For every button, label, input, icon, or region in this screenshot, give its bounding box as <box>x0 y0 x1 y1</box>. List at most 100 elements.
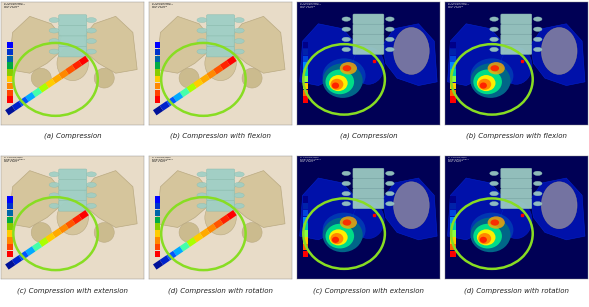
Ellipse shape <box>534 202 542 206</box>
Ellipse shape <box>534 47 542 52</box>
Bar <box>451 69 456 76</box>
Bar <box>7 56 12 62</box>
Bar <box>303 69 308 76</box>
Ellipse shape <box>57 46 88 81</box>
Ellipse shape <box>94 223 114 242</box>
Ellipse shape <box>330 79 343 90</box>
Ellipse shape <box>534 171 542 176</box>
Ellipse shape <box>234 193 244 198</box>
Ellipse shape <box>342 171 350 176</box>
Bar <box>303 76 308 83</box>
Ellipse shape <box>329 75 348 91</box>
Polygon shape <box>232 171 285 227</box>
Ellipse shape <box>488 62 505 74</box>
FancyBboxPatch shape <box>501 34 532 44</box>
Ellipse shape <box>386 192 394 196</box>
Ellipse shape <box>323 218 363 252</box>
Bar <box>155 196 160 203</box>
Bar <box>303 237 308 243</box>
Text: S: Compression
Equivalent Stress
Max: 65 MPa
Min: 0 MPa: S: Compression Equivalent Stress Max: 65… <box>152 157 173 162</box>
Ellipse shape <box>471 58 514 93</box>
Ellipse shape <box>480 83 487 89</box>
Ellipse shape <box>87 49 97 54</box>
Text: (a) Compression: (a) Compression <box>44 133 101 139</box>
Ellipse shape <box>541 28 577 74</box>
Bar <box>303 196 308 203</box>
Bar <box>155 244 160 250</box>
Bar <box>451 217 456 223</box>
Ellipse shape <box>49 49 59 54</box>
Ellipse shape <box>386 17 394 21</box>
Ellipse shape <box>87 39 97 44</box>
Bar <box>155 62 160 69</box>
Ellipse shape <box>326 69 354 94</box>
FancyBboxPatch shape <box>353 34 384 44</box>
Ellipse shape <box>197 172 207 177</box>
Bar <box>451 90 456 96</box>
Ellipse shape <box>87 172 97 177</box>
Bar <box>303 210 308 216</box>
Bar <box>303 244 308 250</box>
Bar <box>7 230 12 237</box>
Bar <box>451 196 456 203</box>
Bar <box>303 223 308 230</box>
Polygon shape <box>232 16 285 73</box>
Bar <box>303 203 308 209</box>
Ellipse shape <box>534 17 542 21</box>
Polygon shape <box>8 16 61 73</box>
Bar <box>155 217 160 223</box>
FancyBboxPatch shape <box>207 200 234 211</box>
Ellipse shape <box>197 203 207 208</box>
Ellipse shape <box>471 213 514 247</box>
Ellipse shape <box>323 213 366 247</box>
Ellipse shape <box>342 47 350 52</box>
Bar <box>155 49 160 55</box>
FancyBboxPatch shape <box>207 190 234 201</box>
Polygon shape <box>8 171 61 227</box>
FancyBboxPatch shape <box>59 46 87 57</box>
Ellipse shape <box>234 17 244 22</box>
Bar <box>451 251 456 257</box>
Ellipse shape <box>197 49 207 54</box>
Ellipse shape <box>234 49 244 54</box>
Ellipse shape <box>393 182 429 229</box>
Bar <box>7 69 12 76</box>
Text: (b) Compression with flexion: (b) Compression with flexion <box>466 133 567 139</box>
Ellipse shape <box>179 68 199 88</box>
Text: S: Compression
Equivalent Stress
Max: 65 MPa
Min: 0 MPa: S: Compression Equivalent Stress Max: 65… <box>300 157 320 162</box>
Ellipse shape <box>353 47 384 84</box>
Bar <box>451 244 456 250</box>
Ellipse shape <box>205 200 236 235</box>
Bar <box>231 58 234 61</box>
Ellipse shape <box>488 216 505 229</box>
Ellipse shape <box>332 237 339 243</box>
FancyBboxPatch shape <box>207 46 234 57</box>
Bar <box>7 49 12 55</box>
Ellipse shape <box>342 37 350 41</box>
Ellipse shape <box>534 192 542 196</box>
FancyBboxPatch shape <box>59 25 87 36</box>
Bar <box>451 49 456 55</box>
Text: S: Compression
Equivalent Stress
Max: 65 MPa
Min: 0 MPa: S: Compression Equivalent Stress Max: 65… <box>4 3 25 8</box>
Bar <box>7 83 12 89</box>
Polygon shape <box>300 24 357 86</box>
Ellipse shape <box>342 181 350 186</box>
Bar <box>451 56 456 62</box>
Ellipse shape <box>490 202 498 206</box>
Bar <box>7 217 12 223</box>
Bar <box>303 217 308 223</box>
Ellipse shape <box>31 223 51 242</box>
Ellipse shape <box>386 181 394 186</box>
Bar <box>7 203 12 209</box>
Ellipse shape <box>340 216 357 229</box>
Bar <box>451 223 456 230</box>
FancyBboxPatch shape <box>59 180 87 190</box>
Ellipse shape <box>490 181 498 186</box>
Polygon shape <box>300 178 357 240</box>
Text: S: Compression
Equivalent Stress
Max: 65 MPa
Min: 0 MPa: S: Compression Equivalent Stress Max: 65… <box>300 3 320 8</box>
Bar <box>155 210 160 216</box>
Ellipse shape <box>477 229 495 245</box>
Text: S: Compression
Equivalent Stress
Max: 65 MPa
Min: 0 MPa: S: Compression Equivalent Stress Max: 65… <box>448 157 468 162</box>
Ellipse shape <box>87 182 97 187</box>
Bar <box>231 212 234 215</box>
